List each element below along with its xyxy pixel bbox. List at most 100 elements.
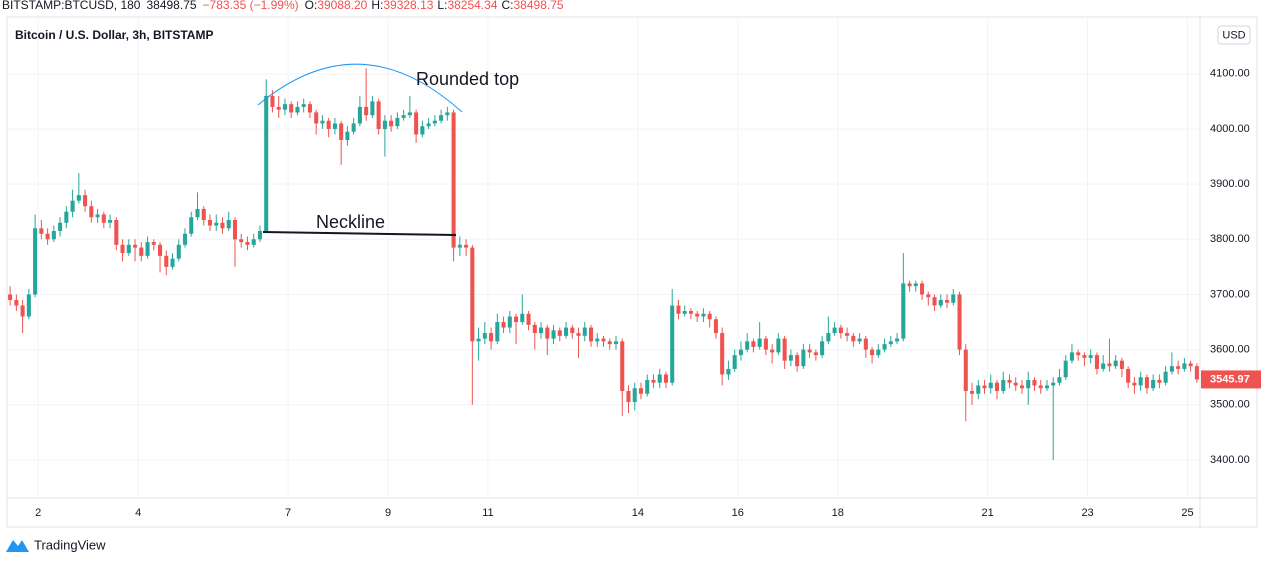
currency-button-label[interactable]: USD [1222,29,1245,41]
y-tick-label: 3800.00 [1210,233,1250,245]
price: 38498.75 [146,0,196,12]
last-price-box [1201,370,1261,389]
candle-body [957,294,962,350]
candle-body [576,333,581,336]
candle-body [1063,360,1068,378]
candle-body [257,231,262,240]
candle-body [170,258,175,267]
annotation: Neckline [316,212,385,232]
neckline [262,231,457,236]
candles [8,68,1199,460]
currency-button[interactable] [1217,25,1251,45]
header-line: BITSTAMP:BTCUSD, 180 38498.75 −783.35 (−1.… [2,0,564,12]
candle-body [108,219,113,223]
candle-body [551,330,556,339]
candle-body [895,338,900,342]
candle-body [33,228,38,295]
candle-body [282,104,287,110]
y-tick-label: 3500.00 [1210,399,1250,411]
candle-body [382,120,387,129]
candle-body [26,294,31,317]
candle-body [514,316,519,323]
candle-body [738,349,743,356]
candle-body [133,244,138,248]
candle-body [1013,382,1018,386]
x-tick-label: 25 [1181,507,1193,519]
candle-body [969,390,975,394]
candle-body [1113,360,1118,367]
candle-body [1138,377,1143,386]
candle-body [245,242,250,245]
candle-body [1044,385,1050,389]
candle-body [389,120,394,127]
candle-body [464,244,469,248]
candle-body [713,319,718,334]
y-tick-label: 3400.00 [1210,454,1250,466]
candle-body [457,244,462,248]
candle-body [1132,382,1137,386]
candle-body [314,112,319,124]
candle-body [982,385,987,389]
candle-body [20,305,25,317]
candle-body [351,123,356,132]
candle-body [651,379,656,383]
candle-body [414,112,419,135]
candle-body [270,95,275,107]
candle-body [339,123,344,141]
candle-body [701,313,706,317]
candle-body [476,338,481,342]
candle-body [1126,368,1131,383]
candle-body [507,316,512,328]
candle-body [1051,382,1056,386]
candle-body [613,341,619,345]
candle-body [364,106,369,116]
last-price-label: 3545.97 [1210,373,1250,385]
candle-body [788,355,793,361]
candle-body [663,374,668,383]
candle-body [295,106,300,113]
candle-body [420,126,425,135]
candle-body [820,341,825,356]
ohlc-label: H: [371,0,383,12]
symbol: BITSTAMP:BTCUSD, 180 [2,0,141,12]
candle-body [526,313,531,325]
candle-body [1032,379,1037,386]
candle-body [945,299,950,303]
candle-body [1176,366,1181,369]
candle-body [401,115,406,118]
candle-body [857,338,862,342]
candle-body [376,101,381,129]
candle-body [407,112,412,116]
candle-body [126,244,131,254]
ohlc-label: L: [437,0,447,12]
candle-body [676,305,681,314]
candle-body [1182,363,1187,369]
candle-body [164,255,169,267]
candle-body [145,242,150,256]
candle-body [1144,377,1149,389]
candle-body [1007,379,1012,383]
candle-body [139,247,144,256]
candle-body [501,322,506,328]
candle-body [876,349,881,356]
candle-body [763,338,768,350]
candle-body [76,195,81,201]
candle-body [495,322,500,342]
y-tick-label: 3700.00 [1210,288,1250,300]
candle-body [938,299,943,306]
candle-body [751,341,756,347]
candle-body [976,385,981,394]
candle-body [395,117,400,127]
candle-body [782,338,787,361]
candle-body [151,242,156,245]
x-tick-label: 18 [832,507,844,519]
candle-body [1107,363,1112,367]
candle-body [445,112,450,116]
candle-body [39,228,44,234]
candle-body [726,368,731,375]
candle-body [489,333,494,342]
y-tick-label: 3900.00 [1210,178,1250,190]
candle-body [557,330,562,336]
candle-body [1057,377,1062,383]
candle-body [220,222,225,229]
